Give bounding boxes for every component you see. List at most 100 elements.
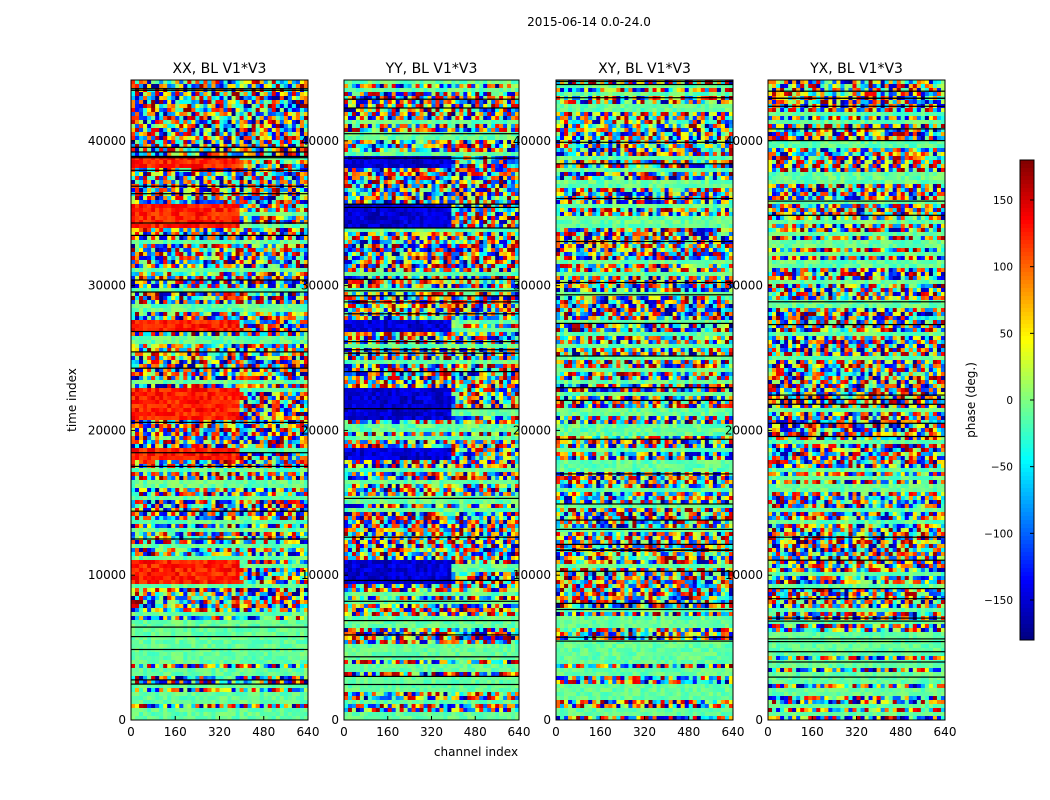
heatmap-cell xyxy=(179,264,184,269)
heatmap-cell xyxy=(139,172,144,177)
heatmap-cell xyxy=(179,372,184,377)
heatmap-cell xyxy=(139,212,144,217)
heatmap-cell xyxy=(275,376,281,381)
heatmap-cell xyxy=(267,424,273,429)
heatmap-cell xyxy=(227,296,232,301)
heatmap-cell xyxy=(147,504,152,509)
heatmap-cell xyxy=(211,276,216,281)
heatmap-cell xyxy=(231,312,236,317)
heatmap-cell xyxy=(279,208,285,213)
heatmap-cell xyxy=(247,268,252,273)
heatmap-cell xyxy=(283,356,289,361)
heatmap-cell xyxy=(147,404,152,409)
heatmap-cell xyxy=(155,96,160,101)
heatmap-cell xyxy=(135,176,140,181)
heatmap-cell xyxy=(231,432,236,437)
heatmap-cell xyxy=(283,196,289,201)
heatmap-cell xyxy=(151,188,156,193)
heatmap-cell xyxy=(267,128,273,133)
heatmap-cell xyxy=(227,292,232,297)
heatmap-cell xyxy=(271,292,277,297)
heatmap-cell xyxy=(251,364,256,369)
heatmap-cell xyxy=(243,336,248,341)
heatmap-cell xyxy=(267,100,273,105)
heatmap-cell xyxy=(183,116,188,121)
heatmap-cell xyxy=(251,252,256,257)
heatmap-cell xyxy=(147,400,152,405)
heatmap-cell xyxy=(263,328,269,333)
heatmap-cell xyxy=(187,412,192,417)
heatmap-cell xyxy=(191,508,196,513)
heatmap-cell xyxy=(291,276,297,281)
heatmap-cell xyxy=(227,256,232,261)
heatmap-cell xyxy=(163,140,168,145)
heatmap-cell xyxy=(219,176,224,181)
heatmap-cell xyxy=(147,524,152,529)
heatmap-cell xyxy=(167,272,172,277)
heatmap-cell xyxy=(299,240,305,245)
heatmap-cell xyxy=(279,308,285,313)
heatmap-cell xyxy=(299,436,305,441)
heatmap-cell xyxy=(243,260,248,265)
heatmap-cell xyxy=(143,160,148,165)
heatmap-cell xyxy=(247,176,252,181)
heatmap-cell xyxy=(259,512,265,517)
heatmap-cell xyxy=(303,444,308,449)
heatmap-cell xyxy=(267,304,273,309)
heatmap-cell xyxy=(195,256,200,261)
heatmap-cell xyxy=(283,84,289,89)
heatmap-cell xyxy=(295,188,301,193)
heatmap-cell xyxy=(171,380,176,385)
heatmap-cell xyxy=(171,272,176,277)
heatmap-cell xyxy=(187,388,192,393)
heatmap-cell xyxy=(167,300,172,305)
heatmap-cell xyxy=(171,316,176,321)
heatmap-cell xyxy=(195,452,200,457)
heatmap-cell xyxy=(283,136,289,141)
heatmap-cell xyxy=(303,340,308,345)
heatmap-cell xyxy=(263,160,269,165)
heatmap-cell xyxy=(251,260,256,265)
heatmap-cell xyxy=(283,188,289,193)
heatmap-cell xyxy=(303,92,308,97)
heatmap-cell xyxy=(179,80,184,85)
heatmap-cell xyxy=(215,224,220,229)
heatmap-cell xyxy=(191,512,196,517)
heatmap-cell xyxy=(299,424,305,429)
heatmap-cell xyxy=(203,396,208,401)
heatmap-cell xyxy=(259,240,265,245)
heatmap-cell xyxy=(271,528,277,533)
heatmap-cell xyxy=(271,196,277,201)
heatmap-cell xyxy=(215,500,220,505)
heatmap-cell xyxy=(303,504,308,509)
heatmap-cell xyxy=(211,308,216,313)
heatmap-cell xyxy=(287,364,293,369)
heatmap-cell xyxy=(215,320,220,325)
heatmap-cell xyxy=(131,352,136,357)
heatmap-cell xyxy=(139,132,144,137)
heatmap-cell xyxy=(215,128,220,133)
heatmap-cell xyxy=(163,248,168,253)
heatmap-cell xyxy=(287,336,293,341)
heatmap-cell xyxy=(183,336,188,341)
heatmap-cell xyxy=(151,180,156,185)
heatmap-cell xyxy=(295,436,301,441)
heatmap-cell xyxy=(219,284,224,289)
heatmap-cell xyxy=(143,124,148,129)
heatmap-cell xyxy=(151,292,156,297)
heatmap-cell xyxy=(271,204,277,209)
heatmap-cell xyxy=(235,524,240,529)
heatmap-cell xyxy=(151,120,156,125)
heatmap-cell xyxy=(155,92,160,97)
heatmap-cell xyxy=(279,248,285,253)
heatmap-cell xyxy=(263,380,269,385)
heatmap-cell xyxy=(183,460,188,465)
heatmap-cell xyxy=(167,400,172,405)
heatmap-cell xyxy=(295,216,301,221)
heatmap-cell xyxy=(271,84,277,89)
heatmap-cell xyxy=(283,272,289,277)
heatmap-cell xyxy=(211,252,216,257)
heatmap-cell xyxy=(195,412,200,417)
heatmap-cell xyxy=(275,92,281,97)
heatmap-cell xyxy=(227,392,232,397)
